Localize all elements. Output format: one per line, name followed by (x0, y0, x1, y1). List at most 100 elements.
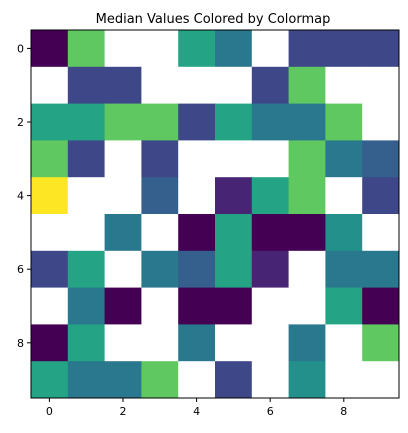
heatmap-cell-r8-c8 (325, 324, 363, 362)
y-tick-label: 6 (17, 263, 24, 276)
heatmap-cell-r1-c5 (215, 66, 253, 105)
heatmap-cell-r9-c1 (67, 361, 106, 399)
heatmap-cell-r7-c0 (31, 287, 69, 325)
heatmap-cell-r4-c6 (251, 177, 290, 215)
heatmap-cell-r4-c2 (104, 177, 142, 215)
heatmap-cell-r9-c3 (141, 361, 179, 399)
heatmap-cell-r7-c2 (104, 287, 142, 325)
heatmap-cell-r5-c0 (31, 214, 69, 252)
heatmap-cell-r6-c3 (141, 250, 179, 289)
heatmap-cell-r9-c9 (362, 361, 400, 399)
heatmap-cell-r0-c5 (215, 30, 253, 68)
heatmap-cell-r6-c8 (325, 250, 363, 289)
heatmap-cell-r4-c4 (178, 177, 216, 215)
heatmap-cell-r0-c7 (288, 30, 326, 68)
x-tick-label: 4 (193, 405, 200, 418)
x-axis: 0 2 4 6 8 (46, 398, 347, 418)
heatmap-cell-r4-c5 (215, 177, 253, 215)
heatmap-cell-r5-c7 (288, 214, 326, 252)
y-tick-label: 4 (17, 190, 24, 203)
heatmap-cell-r5-c3 (141, 214, 179, 252)
heatmap-cell-r0-c3 (141, 30, 179, 68)
heatmap-cell-r7-c6 (251, 287, 290, 325)
heatmap-cell-r9-c0 (31, 361, 69, 399)
heatmap-cell-r8-c0 (31, 324, 69, 362)
heatmap-cell-r1-c1 (67, 66, 106, 105)
heatmap-cell-r6-c6 (251, 250, 290, 289)
heatmap-cell-r1-c9 (362, 66, 400, 105)
heatmap-cell-r8-c9 (362, 324, 400, 362)
heatmap-cell-r6-c7 (288, 250, 326, 289)
heatmap-cell-r5-c9 (362, 214, 400, 252)
heatmap-cell-r0-c6 (251, 30, 290, 68)
heatmap-cell-r9-c8 (325, 361, 363, 399)
chart-title: Median Values Colored by Colormap (96, 12, 331, 27)
heatmap-cell-r0-c0 (31, 30, 69, 68)
heatmap-cell-r4-c3 (141, 177, 179, 215)
x-tick-label: 0 (46, 405, 53, 418)
heatmap-cell-r5-c8 (325, 214, 363, 252)
heatmap-cell-r0-c1 (67, 30, 106, 68)
heatmap-cell-r2-c5 (215, 103, 253, 141)
heatmap-cell-r9-c5 (215, 361, 253, 399)
heatmap-cell-r6-c4 (178, 250, 216, 289)
heatmap-cell-r8-c5 (215, 324, 253, 362)
heatmap-cell-r3-c4 (178, 140, 216, 178)
heatmap-cell-r5-c1 (67, 214, 106, 252)
x-tick-label: 2 (120, 405, 127, 418)
heatmap-cell-r4-c1 (67, 177, 106, 215)
heatmap-cell-r7-c1 (67, 287, 106, 325)
heatmap-cell-r8-c2 (104, 324, 142, 362)
heatmap-cell-r5-c6 (251, 214, 290, 252)
heatmap-cell-r3-c6 (251, 140, 290, 178)
heatmap-cell-r8-c1 (67, 324, 106, 362)
heatmap-cell-r8-c7 (288, 324, 326, 362)
heatmap-cell-r6-c5 (215, 250, 253, 289)
heatmap-cell-r3-c9 (362, 140, 400, 178)
heatmap-cell-r2-c2 (104, 103, 142, 141)
heatmap-cell-r6-c2 (104, 250, 142, 289)
heatmap-cell-r1-c4 (178, 66, 216, 105)
heatmap-cell-r7-c9 (362, 287, 400, 325)
heatmap-cell-r8-c3 (141, 324, 179, 362)
heatmap-cell-r2-c3 (141, 103, 179, 141)
heatmap-cell-r2-c1 (67, 103, 106, 141)
plot-frame (30, 29, 400, 399)
heatmap-cell-r9-c4 (178, 361, 216, 399)
y-axis: 0 2 4 6 8 (17, 42, 31, 350)
heatmap-cell-r0-c2 (104, 30, 142, 68)
heatmap-cell-r5-c4 (178, 214, 216, 252)
y-tick-label: 2 (17, 116, 24, 129)
heatmap-cell-r4-c0 (31, 177, 69, 215)
heatmap-cell-r9-c2 (104, 361, 142, 399)
heatmap-cell-r2-c0 (31, 103, 69, 141)
heatmap-cell-r8-c4 (178, 324, 216, 362)
heatmap-cell-r9-c6 (251, 361, 290, 399)
heatmap-cell-r3-c2 (104, 140, 142, 178)
x-tick-label: 8 (340, 405, 347, 418)
heatmap-cell-r1-c7 (288, 66, 326, 105)
heatmap-cell-r5-c5 (215, 214, 253, 252)
heatmap-cell-r4-c9 (362, 177, 400, 215)
heatmap-cell-r1-c3 (141, 66, 179, 105)
heatmap-cells (31, 30, 400, 399)
heatmap-cell-r6-c0 (31, 250, 69, 289)
heatmap-cell-r6-c9 (362, 250, 400, 289)
y-tick-label: 8 (17, 337, 24, 350)
heatmap-cell-r3-c3 (141, 140, 179, 178)
heatmap-cell-r3-c8 (325, 140, 363, 178)
heatmap-cell-r1-c2 (104, 66, 142, 105)
heatmap-cell-r3-c7 (288, 140, 326, 178)
heatmap-cell-r7-c7 (288, 287, 326, 325)
heatmap-cell-r3-c5 (215, 140, 253, 178)
heatmap-cell-r0-c8 (325, 30, 363, 68)
heatmap-cell-r3-c1 (67, 140, 106, 178)
heatmap-cell-r5-c2 (104, 214, 142, 252)
heatmap-cell-r1-c6 (251, 66, 290, 105)
heatmap-cell-r7-c3 (141, 287, 179, 325)
heatmap-cell-r9-c7 (288, 361, 326, 399)
heatmap-cell-r2-c7 (288, 103, 326, 141)
heatmap-cell-r2-c6 (251, 103, 290, 141)
heatmap-cell-r0-c4 (178, 30, 216, 68)
